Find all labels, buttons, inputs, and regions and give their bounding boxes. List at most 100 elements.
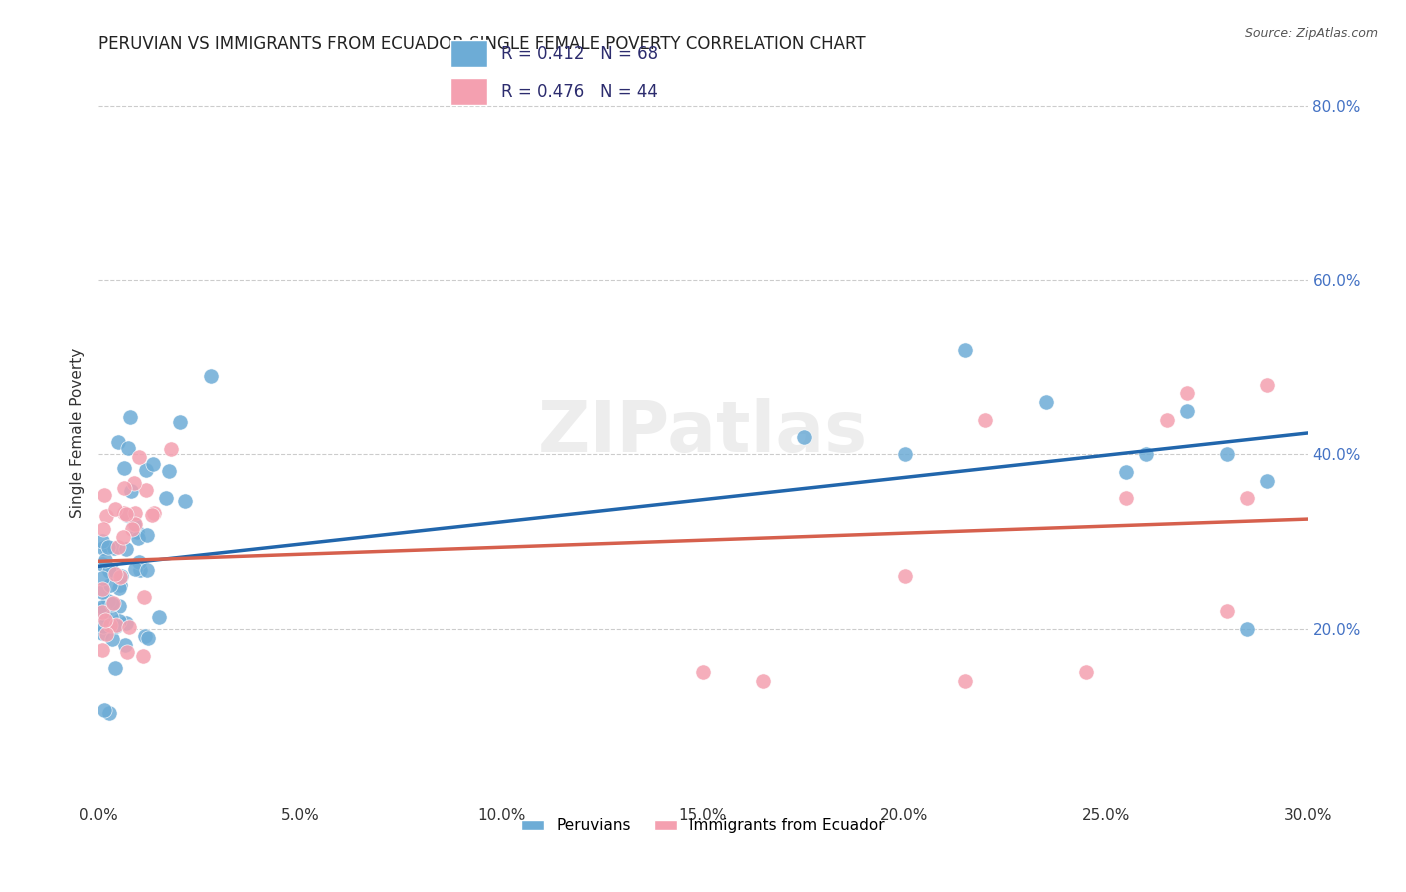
Text: R = 0.412   N = 68: R = 0.412 N = 68 <box>502 45 658 62</box>
Point <box>93 488 115 502</box>
Point <box>100 564 122 578</box>
Point <box>107 434 129 449</box>
Point <box>141 508 163 522</box>
Point <box>1216 604 1239 618</box>
Point <box>98 706 121 720</box>
Point <box>1156 412 1178 426</box>
Point <box>91 585 114 599</box>
Point <box>91 605 114 619</box>
Point <box>93 553 115 567</box>
Point <box>114 616 136 631</box>
Point <box>120 409 142 424</box>
Point <box>91 541 114 555</box>
Point <box>169 415 191 429</box>
Point <box>107 599 129 614</box>
Point <box>121 522 143 536</box>
Point <box>1216 447 1239 461</box>
Point <box>107 540 129 554</box>
Point <box>94 613 117 627</box>
Point <box>974 412 997 426</box>
Point <box>752 673 775 688</box>
Point <box>953 673 976 688</box>
Point <box>129 563 152 577</box>
Point <box>94 509 117 524</box>
Point <box>97 540 120 554</box>
Legend: Peruvians, Immigrants from Ecuador: Peruvians, Immigrants from Ecuador <box>515 813 891 839</box>
Point <box>1115 465 1137 479</box>
Point <box>97 565 120 579</box>
Point <box>1175 404 1198 418</box>
Point <box>91 643 114 657</box>
Point <box>127 525 149 540</box>
Point <box>136 528 159 542</box>
Point <box>93 608 115 623</box>
Y-axis label: Single Female Poverty: Single Female Poverty <box>69 348 84 517</box>
FancyBboxPatch shape <box>450 78 486 105</box>
Point <box>1035 395 1057 409</box>
Point <box>131 648 153 663</box>
Point <box>122 516 145 531</box>
Point <box>104 502 127 516</box>
Point <box>1256 474 1278 488</box>
FancyBboxPatch shape <box>450 40 486 67</box>
Point <box>97 594 120 608</box>
Point <box>124 517 146 532</box>
Point <box>103 541 125 556</box>
Point <box>114 638 136 652</box>
Point <box>91 582 114 597</box>
Point <box>1236 491 1258 505</box>
Point <box>128 450 150 465</box>
Point <box>128 555 150 569</box>
Point <box>200 369 222 384</box>
Point <box>94 540 117 554</box>
Point <box>101 632 124 646</box>
Point <box>91 557 114 571</box>
Point <box>135 563 157 577</box>
Point <box>91 602 114 616</box>
Point <box>124 562 146 576</box>
Point <box>100 610 122 624</box>
Point <box>98 578 121 592</box>
Point <box>1115 491 1137 505</box>
Point <box>134 630 156 644</box>
Point <box>893 447 915 461</box>
Point <box>108 581 131 595</box>
Point <box>117 441 139 455</box>
Point <box>104 661 127 675</box>
Point <box>112 460 135 475</box>
Point <box>1256 377 1278 392</box>
Point <box>103 596 125 610</box>
Point <box>953 343 976 357</box>
Point <box>101 597 124 611</box>
Point <box>174 494 197 508</box>
Point <box>127 531 149 545</box>
Point <box>120 483 142 498</box>
Point <box>1175 386 1198 401</box>
Point <box>148 609 170 624</box>
Point <box>124 506 146 520</box>
Text: PERUVIAN VS IMMIGRANTS FROM ECUADOR SINGLE FEMALE POVERTY CORRELATION CHART: PERUVIAN VS IMMIGRANTS FROM ECUADOR SING… <box>98 35 866 53</box>
Point <box>105 617 128 632</box>
Point <box>135 463 157 477</box>
Point <box>1074 665 1097 680</box>
Point <box>110 578 132 592</box>
Point <box>112 506 135 520</box>
Point <box>115 542 138 557</box>
Point <box>1135 447 1157 461</box>
Point <box>157 464 180 478</box>
Point <box>91 599 114 614</box>
Point <box>159 442 181 456</box>
Point <box>118 620 141 634</box>
Point <box>98 618 121 632</box>
Point <box>692 665 714 680</box>
Text: R = 0.476   N = 44: R = 0.476 N = 44 <box>502 83 658 101</box>
Point <box>112 481 135 495</box>
Point <box>155 491 177 505</box>
Point <box>1236 622 1258 636</box>
Point <box>91 571 114 585</box>
Point <box>135 483 157 497</box>
Point <box>793 430 815 444</box>
Point <box>93 703 115 717</box>
Point <box>122 476 145 491</box>
Point <box>111 530 134 544</box>
